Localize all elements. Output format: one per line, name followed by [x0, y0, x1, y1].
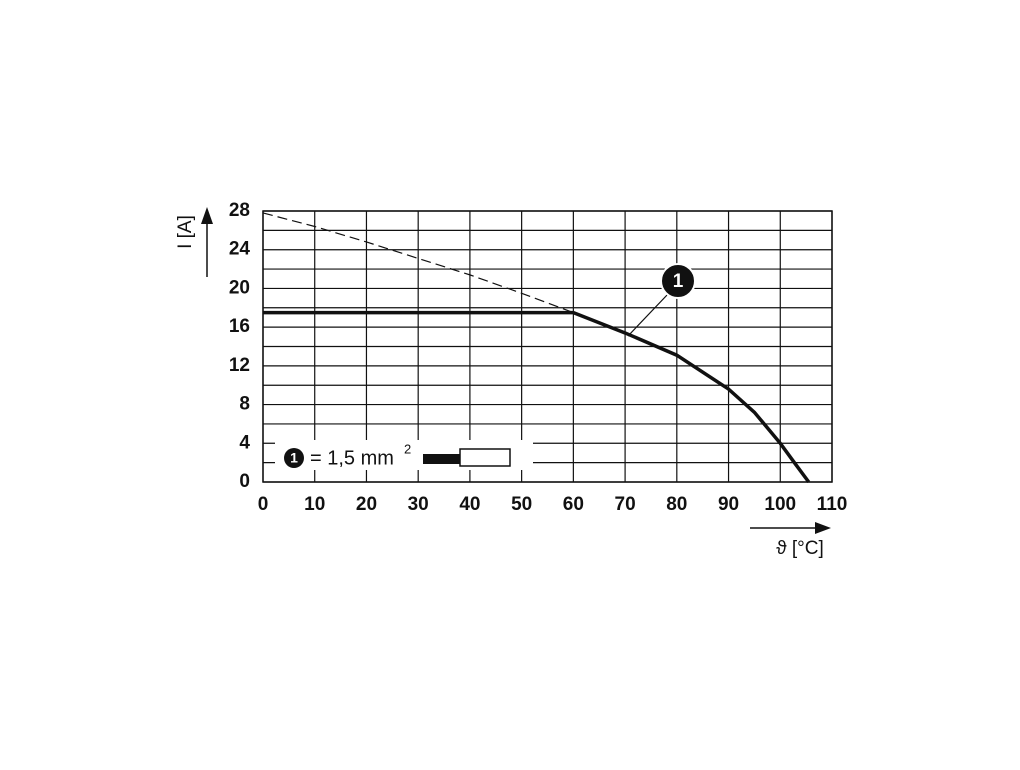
y-tick-label: 4 [239, 432, 250, 453]
x-tick-label: 40 [459, 494, 480, 515]
y-tick-label: 20 [229, 277, 250, 298]
x-tick-label: 100 [764, 494, 796, 515]
legend-marker-text: 1 [290, 450, 298, 466]
line [263, 310, 811, 484]
y-tick-label: 12 [229, 355, 250, 376]
x-tick-label: 90 [718, 494, 739, 515]
legend-text: = 1,5 mm [310, 447, 394, 469]
legend-superscript: 2 [404, 441, 411, 456]
plot-frame [262, 210, 833, 483]
y-tick-label: 0 [239, 471, 250, 492]
y-tick-label: 24 [229, 239, 251, 260]
wire-end-icon [459, 448, 511, 467]
annotation-marker [660, 263, 696, 299]
x-tick-label: 50 [511, 494, 532, 515]
annotation-leader [627, 293, 669, 337]
x-tick-label: 110 [817, 494, 848, 515]
wire-icon [423, 454, 460, 464]
y-axis-label: I [A] [175, 215, 196, 249]
x-tick-label: 70 [615, 494, 636, 515]
legend-marker [284, 448, 304, 468]
y-tick-label: 16 [229, 316, 250, 337]
x-tick-label: 80 [666, 494, 687, 515]
x-axis-label: ϑ [°C] [776, 538, 824, 559]
x-axis-arrowhead [815, 522, 831, 534]
x-tick-label: 20 [356, 494, 377, 515]
x-tick-label: 0 [258, 494, 269, 515]
annotation-text: 1 [673, 271, 684, 292]
x-tick-label: 30 [408, 494, 429, 515]
x-tick-label: 60 [563, 494, 584, 515]
x-tick-label: 10 [304, 494, 325, 515]
curves [262, 212, 811, 484]
dashed-line [262, 212, 574, 314]
y-axis-arrowhead [201, 207, 213, 224]
y-tick-label: 8 [239, 394, 250, 415]
y-tick-label: 28 [229, 200, 250, 221]
